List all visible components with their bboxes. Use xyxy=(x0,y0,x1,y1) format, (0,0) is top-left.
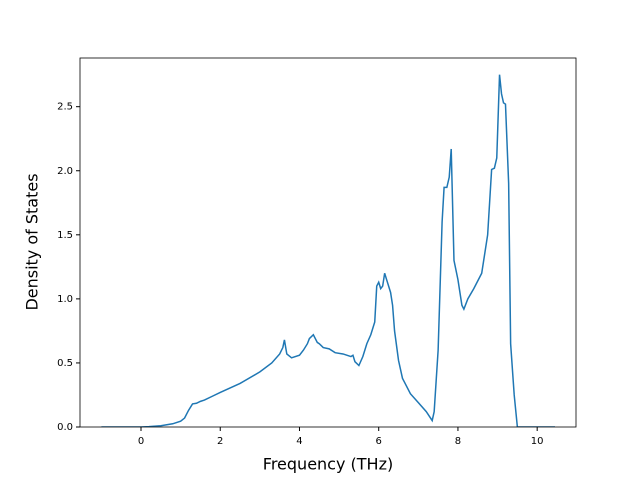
y-tick-label: 2.5 xyxy=(57,102,73,113)
x-tick-label: 8 xyxy=(455,436,461,447)
x-tick-label: 6 xyxy=(376,436,382,447)
y-tick-label: 1.0 xyxy=(57,294,73,305)
x-axis-label: Frequency (THz) xyxy=(263,455,393,474)
y-tick-label: 2.0 xyxy=(57,166,73,177)
y-axis-label: Density of States xyxy=(23,173,42,310)
y-tick-label: 1.5 xyxy=(57,230,73,241)
data-line xyxy=(101,74,555,427)
x-tick-label: 0 xyxy=(138,436,144,447)
x-tick-label: 2 xyxy=(217,436,223,447)
x-tick-label: 4 xyxy=(296,436,302,447)
y-tick-label: 0.5 xyxy=(57,358,73,369)
y-tick-label: 0.0 xyxy=(57,422,73,433)
axes-frame xyxy=(79,57,577,428)
x-tick-label: 10 xyxy=(531,436,544,447)
